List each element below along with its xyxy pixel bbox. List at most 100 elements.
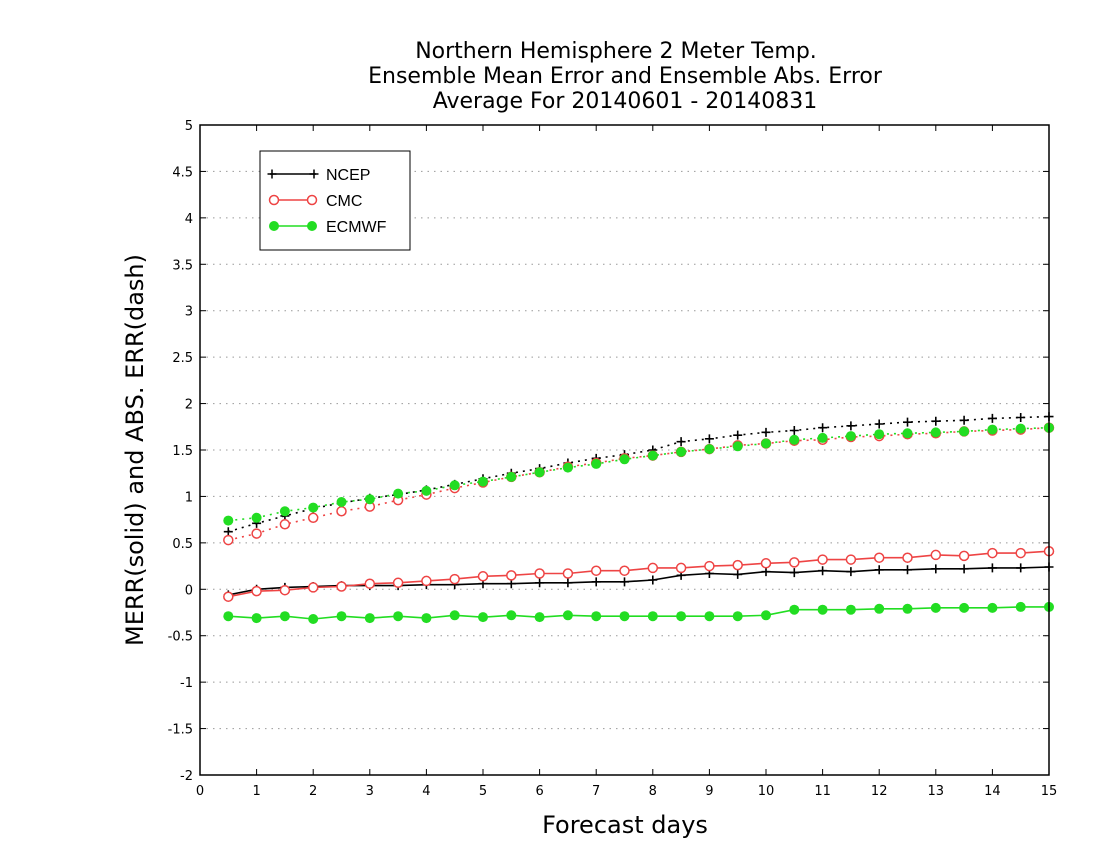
ecmwf-abs_err-point-25 xyxy=(930,427,941,438)
legend-cmc-marker-left xyxy=(268,194,280,206)
ecmwf-abs_err-point-10 xyxy=(506,471,517,482)
ecmwf-merr-point-8 xyxy=(449,610,460,621)
ecmwf-abs_err-point-15 xyxy=(647,450,658,461)
ecmwf-abs_err-point-13 xyxy=(591,458,602,469)
cmc-merr-point-19 xyxy=(760,558,772,569)
series-lines xyxy=(223,412,1055,624)
ncep-merr-point-19 xyxy=(761,567,771,577)
ncep-merr-point-27 xyxy=(987,563,997,573)
ncep-abs_err-point-0 xyxy=(223,527,233,537)
ecmwf-abs_err-point-0 xyxy=(223,515,234,526)
ncep-merr-point-20 xyxy=(789,568,799,578)
cmc-merr-point-27 xyxy=(987,547,998,559)
x-axis-label: Forecast days xyxy=(542,811,708,839)
ecmwf-abs_err-point-27 xyxy=(987,424,998,435)
y-tick-label-5: 0.5 xyxy=(172,537,193,552)
ecmwf-merr-point-28 xyxy=(1015,601,1026,612)
x-tick-label-9: 9 xyxy=(705,784,713,799)
cmc-merr-point-12 xyxy=(562,568,574,579)
title-line-1: Northern Hemisphere 2 Meter Temp. xyxy=(415,39,817,64)
ncep-abs_err-point-27 xyxy=(987,413,997,423)
x-tick-label-11: 11 xyxy=(814,784,831,799)
ncep-abs_err-point-20 xyxy=(789,426,799,435)
cmc-merr-point-9 xyxy=(477,571,489,582)
ncep-abs_err-point-17 xyxy=(704,434,714,444)
series-ecmwf xyxy=(223,422,1054,624)
x-tick-label-8: 8 xyxy=(649,784,657,799)
cmc-merr-point-16 xyxy=(675,562,687,574)
ecmwf-merr-point-16 xyxy=(676,611,687,622)
cmc-merr-line xyxy=(228,550,1050,598)
ncep-abs_err-point-26 xyxy=(959,415,969,425)
ecmwf-merr-point-24 xyxy=(902,603,913,614)
ecmwf-abs_err-point-19 xyxy=(761,438,771,449)
ncep-merr-point-24 xyxy=(903,565,912,575)
legend-label-ncep: NCEP xyxy=(326,167,370,184)
ncep-merr-point-15 xyxy=(648,575,658,585)
ecmwf-abs_err-point-2 xyxy=(279,506,290,517)
x-tick-label-12: 12 xyxy=(871,784,888,799)
ecmwf-abs_err-point-5 xyxy=(364,494,375,505)
ecmwf-abs_err-point-4 xyxy=(336,497,347,507)
ecmwf-abs_err-line xyxy=(228,426,1050,522)
ecmwf-merr-point-20 xyxy=(789,604,800,615)
ecmwf-abs_err-point-6 xyxy=(393,488,404,499)
ecmwf-abs_err-point-7 xyxy=(421,485,432,496)
cmc-merr-point-22 xyxy=(845,554,857,565)
cmc-merr-point-20 xyxy=(789,557,800,568)
ncep-merr-point-21 xyxy=(818,566,828,576)
cmc-merr-point-11 xyxy=(534,568,545,579)
legend-label-cmc: CMC xyxy=(326,193,362,210)
ncep-merr-line xyxy=(228,566,1050,596)
legend-ncep-marker xyxy=(267,169,319,179)
ncep-abs_err-point-19 xyxy=(761,427,771,437)
cmc-merr-point-26 xyxy=(958,550,970,562)
ecmwf-merr-point-25 xyxy=(930,602,941,613)
cmc-abs_err-point-1 xyxy=(251,528,262,539)
ncep-merr-point-11 xyxy=(535,578,545,588)
ecmwf-abs_err-point-28 xyxy=(1015,423,1026,434)
cmc-merr-point-8 xyxy=(449,573,460,585)
cmc-merr-point-15 xyxy=(647,562,659,574)
ecmwf-merr-point-11 xyxy=(534,612,545,623)
x-tick-label-15: 15 xyxy=(1041,784,1058,799)
cmc-merr-point-5 xyxy=(364,578,376,589)
ecmwf-abs_err-point-1 xyxy=(251,512,262,523)
legend-ecmwf-marker-left xyxy=(269,221,279,231)
y-tick-label-14: 5 xyxy=(185,119,193,134)
cmc-merr-point-28 xyxy=(1015,547,1026,559)
title-line-2: Ensemble Mean Error and Ensemble Abs. Er… xyxy=(368,64,883,89)
cmc-merr-point-17 xyxy=(704,560,715,572)
ncep-abs_err-point-22 xyxy=(846,421,856,431)
ecmwf-abs_err-point-12 xyxy=(562,462,573,473)
ecmwf-abs_err-point-11 xyxy=(534,467,545,478)
x-tick-label-0: 0 xyxy=(196,784,204,799)
legend-entry-ecmwf: ECMWF xyxy=(269,219,387,236)
ecmwf-merr-point-26 xyxy=(959,602,970,613)
ecmwf-abs_err-point-16 xyxy=(676,446,687,457)
y-tick-label-4: 0 xyxy=(185,583,193,598)
ecmwf-merr-point-6 xyxy=(393,611,404,622)
legend: NCEP CMC ECMWF xyxy=(259,150,411,251)
x-tick-label-4: 4 xyxy=(422,784,430,799)
ecmwf-merr-point-15 xyxy=(647,611,658,622)
legend-entry-ncep: NCEP xyxy=(267,167,370,184)
cmc-merr-point-25 xyxy=(930,549,942,561)
cmc-merr-point-2 xyxy=(279,584,291,596)
ncep-abs_err-point-25 xyxy=(931,416,941,426)
ncep-merr-point-26 xyxy=(959,564,969,574)
ecmwf-merr-point-27 xyxy=(987,602,998,613)
ecmwf-abs_err-point-17 xyxy=(704,444,715,455)
axis-ticks: -2-1.5-1-0.500.511.522.533.544.550 1 2 3 4 5 6… xyxy=(168,119,1058,799)
ecmwf-merr-point-17 xyxy=(704,611,715,622)
cmc-merr-point-21 xyxy=(817,554,828,565)
cmc-merr-point-24 xyxy=(902,552,913,563)
y-tick-label-6: 1 xyxy=(185,490,193,505)
ecmwf-merr-point-0 xyxy=(223,611,234,622)
ncep-merr-point-22 xyxy=(846,567,856,577)
ecmwf-merr-point-9 xyxy=(478,612,488,623)
cmc-merr-point-3 xyxy=(307,582,319,593)
ncep-merr-point-14 xyxy=(620,577,629,587)
cmc-merr-point-18 xyxy=(732,559,743,571)
